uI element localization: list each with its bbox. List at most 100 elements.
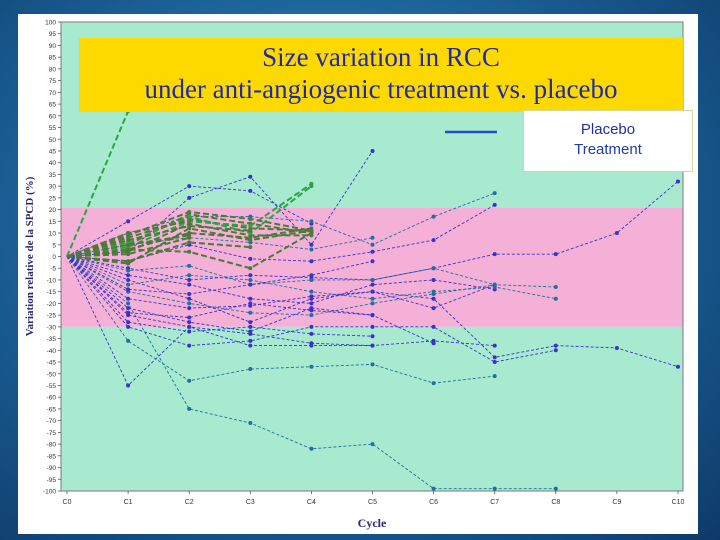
placebo-point (248, 224, 253, 229)
treatment-point (309, 313, 314, 318)
treatment-point (248, 282, 253, 287)
x-tick-label: C2 (185, 499, 194, 506)
treatment-series-line (66, 150, 373, 257)
treatment-point (126, 338, 131, 343)
treatment-point (248, 320, 253, 325)
placebo-point (187, 209, 192, 214)
treatment-point (492, 191, 497, 196)
placebo-series-line (66, 110, 130, 257)
treatment-point (248, 296, 253, 301)
placebo-point (126, 238, 131, 243)
band-1 (61, 326, 683, 491)
treatment-point (309, 247, 314, 252)
treatment-point (126, 310, 131, 315)
treatment-point (187, 184, 192, 189)
treatment-point (187, 195, 192, 200)
placebo-point (187, 240, 192, 245)
treatment-point (370, 277, 375, 282)
treatment-point (309, 259, 314, 264)
treatment-point (126, 324, 131, 329)
treatment-point (676, 364, 680, 369)
y-tick-label: 65 (49, 102, 57, 109)
treatment-point (370, 442, 375, 447)
legend-placebo-label: Placebo (580, 121, 636, 138)
x-tick-label: C7 (490, 499, 499, 506)
placebo-series-line (66, 241, 251, 263)
treatment-point (187, 315, 192, 320)
treatment-point (187, 329, 192, 334)
treatment-point (248, 273, 253, 278)
placebo-point (309, 181, 314, 186)
treatment-point (492, 202, 497, 207)
treatment-point (492, 343, 497, 348)
placebo-point (126, 252, 131, 257)
legend-treatment-label: Treatment (574, 141, 642, 158)
treatment-point (370, 289, 375, 294)
treatment-point (309, 294, 314, 299)
treatment-point (187, 292, 192, 297)
placebo-point (126, 247, 131, 252)
treatment-point (370, 343, 375, 348)
treatment-point (614, 345, 619, 350)
y-tick-label: -20 (47, 301, 57, 308)
y-tick-label: -40 (47, 348, 57, 355)
placebo-point (126, 259, 131, 264)
y-tick-label: 0 (52, 254, 56, 261)
treatment-series-line (66, 256, 373, 337)
placebo-point (126, 242, 131, 247)
y-tick-label: 60 (49, 113, 57, 120)
title-line-2: under anti-angiogenic treatment vs. plac… (144, 74, 618, 104)
treatment-point (431, 324, 436, 329)
y-tick-label: 80 (49, 66, 57, 73)
treatment-point (309, 364, 314, 369)
treatment-point (431, 289, 436, 294)
treatment-point (248, 174, 253, 179)
y-tick-label: 5 (52, 242, 56, 249)
treatment-point (309, 301, 314, 306)
x-tick-label: C3 (246, 499, 255, 506)
x-axis-title: Cycle (358, 516, 387, 530)
placebo-point (309, 226, 314, 231)
y-tick-label: 50 (49, 137, 57, 144)
treatment-point (187, 282, 192, 287)
treatment-point (248, 324, 253, 329)
treatment-point (431, 381, 436, 386)
treatment-series-line (66, 256, 373, 387)
treatment-point (187, 263, 192, 268)
treatment-point (126, 287, 131, 292)
treatment-point (370, 259, 375, 264)
treatment-point (248, 301, 253, 306)
treatment-point (431, 214, 436, 219)
treatment-point (309, 324, 314, 329)
treatment-point (309, 219, 314, 224)
treatment-point (553, 284, 558, 289)
treatment-point (492, 486, 497, 491)
treatment-point (492, 374, 497, 379)
placebo-series-line (66, 225, 251, 258)
treatment-series-line (66, 256, 495, 286)
treatment-point (248, 310, 253, 315)
treatment-point (187, 343, 192, 348)
treatment-point (309, 277, 314, 282)
treatment-point (370, 249, 375, 254)
y-tick-label: 35 (49, 172, 57, 179)
y-tick-label: -15 (47, 289, 57, 296)
treatment-point (492, 282, 497, 287)
treatment-point (309, 331, 314, 336)
treatment-series-line (66, 256, 495, 384)
y-tick-label: 25 (49, 195, 57, 202)
y-tick-label: -60 (47, 395, 57, 402)
placebo-point (309, 231, 314, 236)
treatment-point (126, 282, 131, 287)
treatment-point (248, 338, 253, 343)
treatment-point (370, 313, 375, 318)
title-line-1: Size variation in RCC (262, 42, 500, 72)
treatment-point (309, 446, 314, 451)
treatment-point (248, 343, 253, 348)
treatment-point (492, 360, 497, 365)
y-tick-label: -90 (47, 465, 57, 472)
treatment-point (248, 277, 253, 282)
y-tick-label: 30 (49, 184, 57, 191)
treatment-point (126, 383, 131, 388)
y-tick-label: 75 (49, 78, 57, 85)
